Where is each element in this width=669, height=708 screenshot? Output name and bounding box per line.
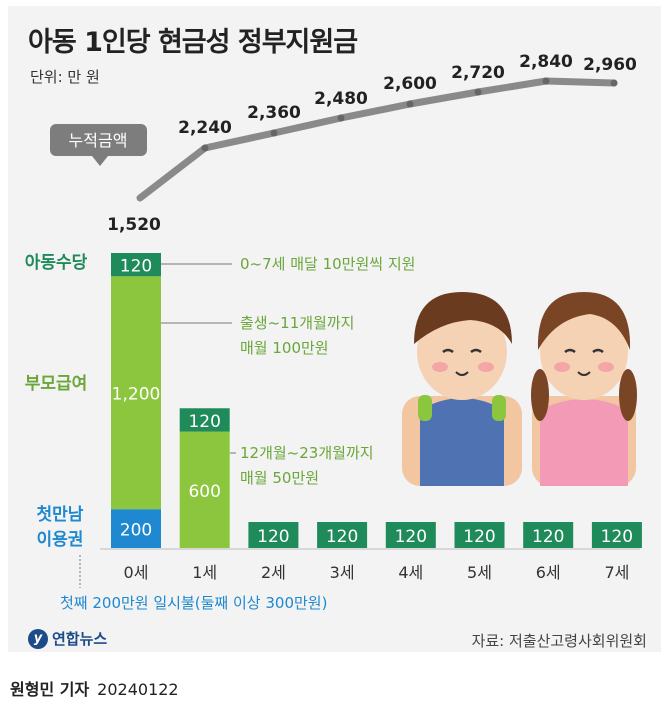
boy-strap-left	[418, 395, 432, 421]
boy-mouth	[455, 371, 469, 376]
cumulative-value-label: 2,960	[583, 55, 637, 75]
byline: 원형민 기자 20240122	[10, 676, 179, 700]
cumulative-point	[270, 129, 278, 137]
unit-label: 단위: 만 원	[30, 68, 100, 86]
annotation-parent-1-line1: 12개월~23개월까지	[240, 444, 374, 462]
source-text: 자료: 저출산고령사회위원회	[471, 632, 647, 650]
row-label-parent-benefit: 부모급여	[25, 374, 88, 394]
row-label-first-meet-2: 이용권	[37, 530, 84, 550]
bar-label-parent-benefit: 600	[188, 482, 220, 502]
bar-label-child-allowance: 120	[257, 527, 289, 547]
boy-eye-left	[442, 348, 454, 354]
girl-hair	[537, 292, 631, 350]
cumulative-value-label: 2,720	[451, 63, 505, 83]
bar-label-child-allowance: 120	[120, 257, 152, 277]
bar-child-allowance	[385, 522, 436, 548]
bar-child-allowance	[179, 408, 230, 432]
date: 20240122	[97, 680, 179, 699]
bar-parent-benefit	[179, 431, 230, 548]
girl-eye-right	[592, 348, 604, 354]
girl-cheek-left	[554, 362, 570, 372]
girl-mouth	[577, 371, 591, 376]
boy-eye-right	[470, 348, 482, 354]
cumulative-value-label: 2,840	[519, 52, 573, 72]
bar-label-child-allowance: 120	[532, 527, 564, 547]
cumulative-point	[474, 88, 482, 96]
row-label-first-meet-1: 첫만남	[37, 504, 84, 525]
boy-shirt	[420, 398, 504, 486]
cumulative-value-label: 2,360	[247, 103, 301, 123]
bar-label-child-allowance: 120	[188, 412, 220, 432]
bar-parent-benefit	[111, 276, 161, 510]
cumulative-value-label: 2,600	[383, 74, 437, 94]
annotation-parent-1-line2: 매월 50만원	[240, 469, 319, 487]
annotation-parent-0-line2: 매월 100만원	[240, 339, 329, 357]
cumulative-value-label: 1,520	[107, 215, 161, 235]
bar-label-child-allowance: 120	[601, 527, 633, 547]
cumulative-value-label: 2,480	[314, 89, 368, 109]
boy-cheek-right	[478, 362, 494, 372]
accum-callout-bubble	[50, 124, 147, 156]
cumulative-line	[136, 77, 618, 202]
x-tick-label: 1세	[192, 563, 217, 582]
reporter: 원형민 기자	[10, 680, 90, 699]
logo: y 연합뉴스	[28, 628, 107, 649]
cumulative-point	[337, 114, 345, 122]
bar-child-allowance	[317, 522, 368, 548]
bar-label-parent-benefit: 1,200	[112, 385, 161, 405]
girl-cheek-right	[598, 362, 614, 372]
annotation-parent-0-line1: 출생~11개월까지	[240, 314, 354, 332]
bar-child-allowance	[248, 522, 299, 548]
row-label-child-allowance: 아동수당	[25, 253, 88, 273]
boy-strap-right	[492, 395, 506, 421]
bar-child-allowance	[591, 522, 642, 548]
accum-callout-label: 누적금액	[69, 131, 128, 150]
x-tick-label: 5세	[467, 563, 492, 582]
x-tick-label: 3세	[330, 563, 355, 582]
x-tick-label: 7세	[604, 563, 629, 582]
annotation-first-meet: 첫째 200만원 일시불(둘째 이상 300만원)	[60, 594, 327, 612]
cumulative-point	[610, 79, 618, 87]
boy-cheek-left	[432, 362, 448, 372]
x-tick-label: 4세	[398, 563, 423, 582]
bar-child-allowance	[523, 522, 574, 548]
girl-eye-left	[564, 348, 576, 354]
cumulative-point	[406, 100, 414, 108]
girl-pigtail-left	[531, 369, 549, 421]
x-tick-label: 0세	[124, 563, 149, 582]
bar-first-meet	[111, 509, 161, 548]
boy-hair	[414, 292, 512, 344]
accum-callout-tail	[92, 156, 108, 166]
boy-face	[417, 304, 507, 400]
cumulative-point	[542, 77, 550, 85]
girl-pigtail-right	[619, 369, 637, 421]
girl-face	[540, 304, 628, 400]
logo-mark-icon: y	[28, 628, 48, 649]
logo-text: 연합뉴스	[52, 630, 108, 648]
bar-label-child-allowance: 120	[463, 527, 495, 547]
x-tick-label: 2세	[261, 563, 286, 582]
cumulative-point	[201, 144, 209, 152]
chart-title: 아동 1인당 현금성 정부지원금	[28, 27, 358, 58]
bar-label-child-allowance: 120	[326, 527, 358, 547]
cumulative-value-label: 2,240	[178, 118, 232, 138]
annotation-child-allowance: 0~7세 매달 10만원씩 지원	[240, 255, 415, 273]
bar-label-child-allowance: 120	[395, 527, 427, 547]
x-tick-label: 6세	[536, 563, 561, 582]
girl-shirt	[540, 399, 628, 486]
bar-child-allowance	[111, 253, 161, 277]
bar-label-first-meet: 200	[120, 521, 152, 541]
bar-child-allowance	[454, 522, 505, 548]
